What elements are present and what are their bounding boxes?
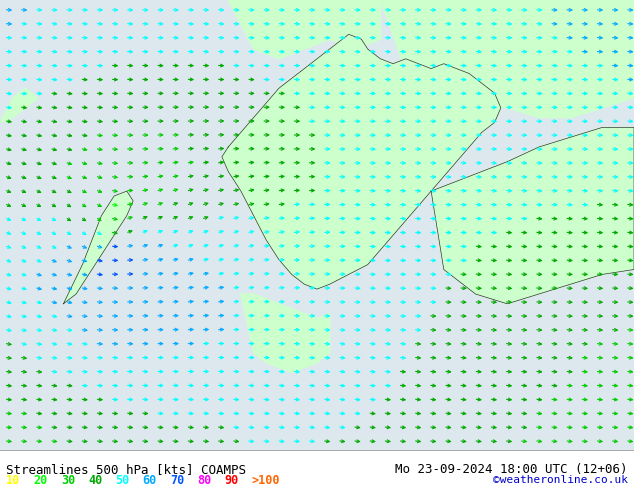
Text: 10: 10 — [6, 474, 20, 487]
Polygon shape — [228, 0, 380, 59]
Text: 50: 50 — [115, 474, 129, 487]
Text: 70: 70 — [170, 474, 184, 487]
Text: 20: 20 — [34, 474, 48, 487]
Text: 60: 60 — [143, 474, 157, 487]
Polygon shape — [63, 191, 133, 304]
Bar — [0, 450, 634, 451]
Polygon shape — [431, 127, 634, 304]
Polygon shape — [380, 0, 634, 118]
Text: 80: 80 — [197, 474, 211, 487]
Text: 90: 90 — [224, 474, 238, 487]
Text: Streamlines 500 hPa [kts] COAMPS: Streamlines 500 hPa [kts] COAMPS — [6, 463, 247, 476]
Text: ©weatheronline.co.uk: ©weatheronline.co.uk — [493, 475, 628, 485]
Text: >100: >100 — [252, 474, 280, 487]
Polygon shape — [241, 294, 330, 372]
Text: Mo 23-09-2024 18:00 UTC (12+06): Mo 23-09-2024 18:00 UTC (12+06) — [395, 463, 628, 476]
Text: 40: 40 — [88, 474, 102, 487]
Text: 30: 30 — [61, 474, 75, 487]
Bar — [0, 451, 634, 490]
Polygon shape — [222, 34, 501, 289]
Polygon shape — [0, 88, 38, 122]
